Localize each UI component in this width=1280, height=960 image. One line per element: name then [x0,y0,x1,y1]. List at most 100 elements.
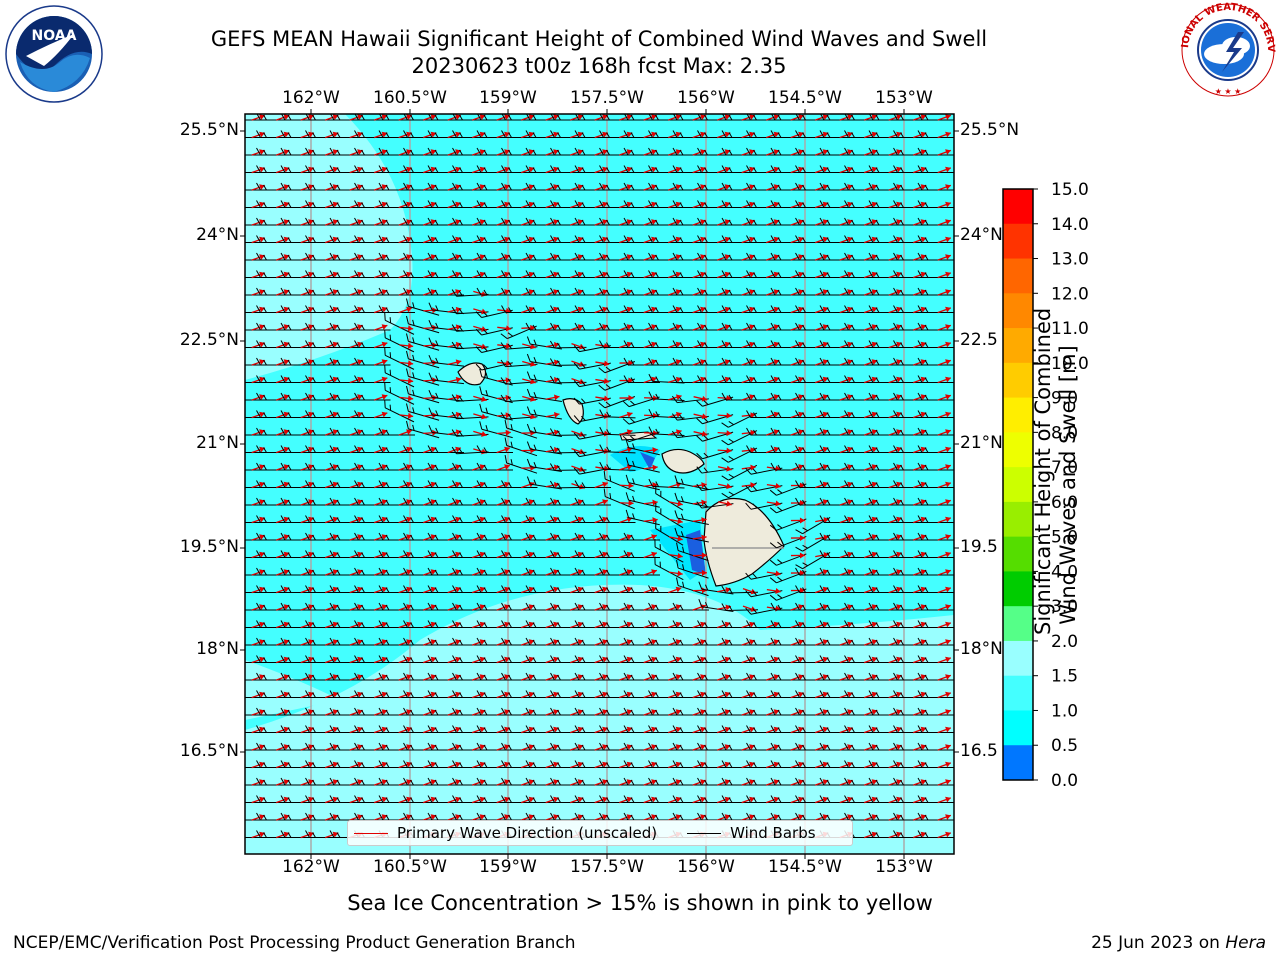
wave-direction-arrow [473,308,487,315]
wind-barb [746,147,783,156]
lat-label-right: 19.5 [960,537,998,557]
legend-wave-swatch [354,832,388,834]
lat-label-right: 21°N [960,433,1003,453]
lon-label-bottom: 157.5°W [570,857,644,877]
wind-barb [917,147,954,156]
light-region-south [245,584,954,854]
sea-ice-note: Sea Ice Concentration > 15% is shown in … [347,891,933,915]
colorbar-swatch [1003,397,1033,433]
colorbar-swatch [1003,258,1033,294]
lat-label-left: 21°N [196,433,239,453]
wave-direction-arrow [937,289,952,296]
wave-direction-arrow [937,131,952,139]
colorbar-swatch [1003,223,1033,260]
lat-label-right: 25.5°N [960,120,1020,140]
wind-barb [917,217,954,226]
colorbar-swatch [1003,328,1033,364]
wind-barb [917,182,954,191]
footer-credit: NCEP/EMC/Verification Post Processing Pr… [13,933,576,953]
colorbar-swatch [1003,293,1033,329]
island-maui [661,448,705,474]
colorbar-swatch [1003,640,1033,677]
wind-barb [917,287,954,296]
colorbar-tick-label: 13.0 [1051,250,1089,270]
footer-date-text: 25 Jun 2023 on [1091,933,1226,953]
blue-patch-maui [640,452,655,470]
wave-direction-arrow [937,114,952,121]
wave-direction-arrow [398,306,413,314]
footer-host: Hera [1225,933,1266,953]
colorbar-title: Significant Height of Combined Wind Wave… [1031,307,1081,635]
lat-label-right: 16.5 [960,741,998,761]
colorbar-tick-label: 0.5 [1051,736,1078,756]
wind-barb [599,114,636,121]
lon-label-bottom: 159°W [479,857,537,877]
island-oahu [562,398,584,425]
lon-label-top: 157.5°W [570,88,644,108]
lat-label-right: 24°N [960,225,1003,245]
colorbar-swatch [1003,536,1033,572]
lat-label-left: 24°N [196,225,239,245]
wind-barb [868,114,905,121]
wave-direction-arrow [937,201,952,209]
light-region-northwest [245,114,413,380]
wind-barb [917,252,954,261]
lat-label-right: 22.5 [960,330,998,350]
colorbar-tick-label: 1.0 [1051,701,1078,721]
lat-label-left: 18°N [196,639,239,659]
wind-barb [917,235,954,244]
legend-barb-swatch [687,832,722,834]
colorbar-swatch [1003,432,1033,468]
wave-direction-arrow [937,166,952,174]
wind-barb [917,200,954,209]
nws-logo: NATIONAL WEATHER SERVICE ★ ★ ★ [1178,2,1276,97]
colorbar-tick-label: 12.0 [1051,284,1089,304]
blue-patch-kona [686,530,706,575]
wave-direction-arrow [937,271,952,279]
colorbar-swatch [1003,189,1033,225]
colorbar-swatch [1003,606,1033,642]
lon-label-bottom: 153°W [875,857,933,877]
colorbar-title-line1: Significant Height of Combined [1031,307,1055,635]
chart-subtitle: 20230623 t00z 168h fcst Max: 2.35 [411,54,787,78]
lon-label-top: 160.5°W [373,88,447,108]
noaa-logo: NOAA [5,5,103,103]
lat-label-left: 22.5°N [179,330,239,350]
footer-date: 25 Jun 2023 on Hera [1091,933,1266,953]
wind-barb [329,130,366,139]
wave-direction-arrow [937,306,952,314]
lon-label-bottom: 160.5°W [373,857,447,877]
wind-barb [795,305,832,314]
lon-label-top: 154.5°W [768,88,842,108]
lat-label-left: 16.5°N [179,741,239,761]
wind-barb [721,305,758,314]
lon-label-top: 156°W [677,88,735,108]
lon-label-bottom: 154.5°W [768,857,842,877]
lon-label-bottom: 156°W [677,857,735,877]
legend-item-wave: Primary Wave Direction (unscaled) [348,824,657,842]
colorbar-swatch [1003,571,1033,607]
lon-label-top: 162°W [282,88,340,108]
lon-label-top: 159°W [479,88,537,108]
colorbar-swatch [1003,467,1033,503]
wind-barb [917,270,954,279]
legend-barb-label: Wind Barbs [730,824,816,842]
wind-barb [917,130,954,139]
wave-direction-arrow [937,184,952,191]
wind-barb [672,200,709,209]
map-panel [245,114,954,854]
wave-direction-arrow [937,254,952,261]
map-legend: Primary Wave Direction (unscaled) Wind B… [347,820,853,846]
colorbar-title-line2: Wind Waves and Swell [m] [1056,345,1080,625]
wind-barb [746,235,783,244]
island-hawaii [703,497,785,587]
colorbar-swatch [1003,362,1033,399]
wind-barb [917,305,954,314]
lat-label-right: 18°N [960,639,1003,659]
lon-label-bottom: 162°W [282,857,340,877]
light-region-west-lee [245,660,340,720]
colorbar-tick-label: 1.5 [1051,667,1078,687]
colorbar-tick-label: 0.0 [1051,771,1078,791]
wind-barb [599,165,636,174]
